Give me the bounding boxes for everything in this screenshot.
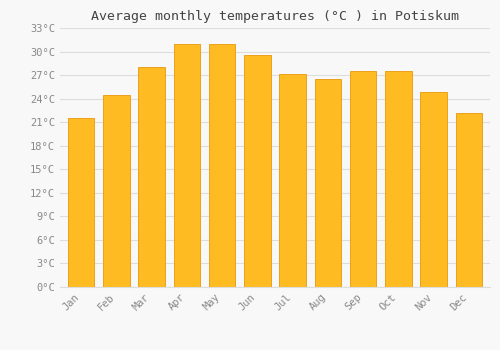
Bar: [350, 71, 376, 287]
Bar: [420, 92, 447, 287]
Bar: [138, 67, 165, 287]
Bar: [174, 44, 200, 287]
Bar: [314, 79, 341, 287]
Bar: [68, 118, 94, 287]
Bar: [209, 44, 236, 287]
Bar: [456, 113, 482, 287]
Bar: [280, 74, 306, 287]
Bar: [103, 95, 130, 287]
Title: Average monthly temperatures (°C ) in Potiskum: Average monthly temperatures (°C ) in Po…: [91, 10, 459, 23]
Bar: [244, 55, 270, 287]
Bar: [385, 71, 411, 287]
